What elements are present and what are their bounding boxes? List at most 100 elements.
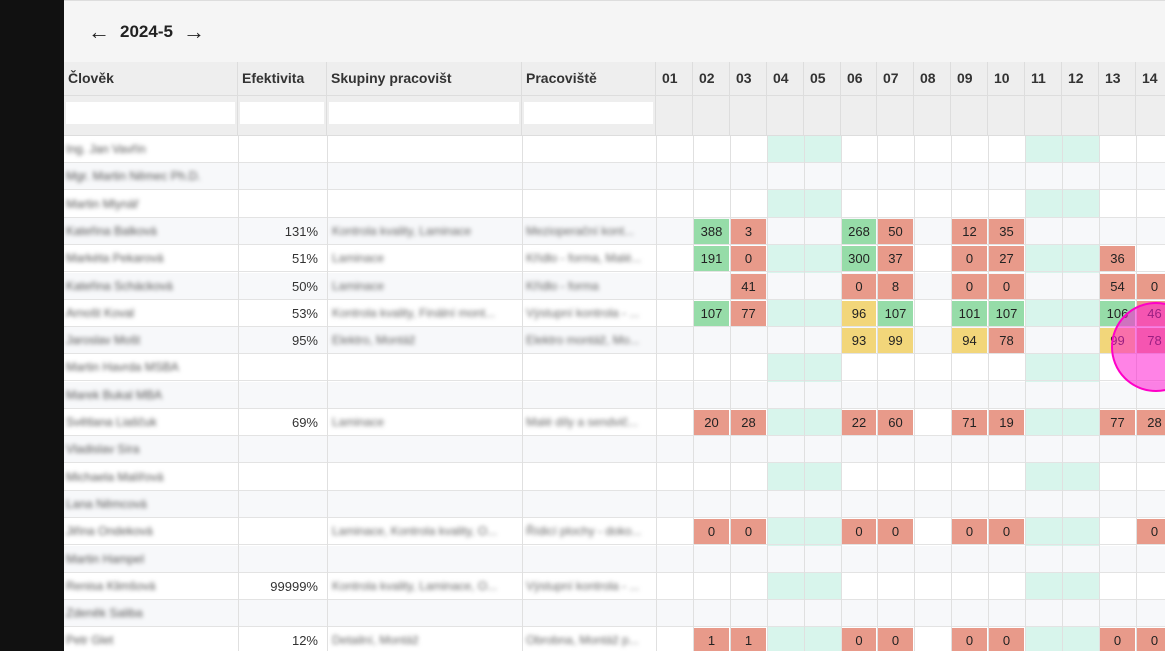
table-row[interactable] — [64, 491, 1165, 518]
day-value-cell[interactable]: 0 — [1137, 519, 1165, 544]
day-value-cell[interactable]: 60 — [878, 410, 913, 435]
filter-cell-day-02 — [693, 96, 730, 136]
day-value-cell[interactable]: 0 — [731, 246, 766, 271]
day-value-cell[interactable]: 41 — [731, 274, 766, 299]
day-value-cell[interactable]: 107 — [989, 301, 1024, 326]
day-value-cell[interactable]: 0 — [989, 628, 1024, 651]
day-value-cell[interactable]: 0 — [989, 274, 1024, 299]
column-header-day-11[interactable]: 11 — [1025, 62, 1062, 96]
day-value-cell[interactable]: 28 — [1137, 410, 1165, 435]
table-row[interactable] — [64, 163, 1165, 190]
day-value-cell[interactable]: 0 — [731, 519, 766, 544]
day-divider — [951, 136, 952, 651]
day-value-cell[interactable]: 19 — [989, 410, 1024, 435]
day-value-cell[interactable]: 0 — [842, 274, 876, 299]
table-row[interactable] — [64, 464, 1165, 491]
day-value-cell[interactable]: 388 — [694, 219, 729, 244]
column-header-day-10[interactable]: 10 — [988, 62, 1025, 96]
day-value-cell[interactable]: 0 — [952, 246, 987, 271]
day-value-cell[interactable]: 0 — [989, 519, 1024, 544]
column-header-groups[interactable]: Skupiny pracovišt — [327, 62, 522, 96]
day-value-cell[interactable]: 8 — [878, 274, 913, 299]
arrow-left-icon[interactable]: ← — [88, 19, 110, 44]
table-row[interactable] — [64, 546, 1165, 573]
day-value-cell[interactable]: 0 — [878, 519, 913, 544]
day-value-cell[interactable]: 37 — [878, 246, 913, 271]
table-row[interactable] — [64, 518, 1165, 545]
column-header-day-06[interactable]: 06 — [841, 62, 877, 96]
column-header-day-09[interactable]: 09 — [951, 62, 988, 96]
day-value-cell[interactable]: 0 — [842, 628, 876, 651]
column-divider — [656, 136, 657, 651]
day-value-cell[interactable]: 96 — [842, 301, 876, 326]
day-value-cell[interactable]: 12 — [952, 219, 987, 244]
table-row[interactable] — [64, 436, 1165, 463]
day-value-cell[interactable]: 0 — [1100, 628, 1135, 651]
person-name: Martin Hampel — [66, 552, 145, 566]
day-value-cell[interactable]: 28 — [731, 410, 766, 435]
day-value-cell[interactable]: 0 — [1137, 628, 1165, 651]
day-value-cell[interactable]: 300 — [842, 246, 876, 271]
day-value-cell[interactable]: 0 — [952, 519, 987, 544]
day-value-cell[interactable]: 0 — [878, 628, 913, 651]
table-row[interactable] — [64, 300, 1165, 327]
filter-input-groups[interactable] — [329, 102, 519, 124]
day-value-cell[interactable]: 50 — [878, 219, 913, 244]
day-value-cell[interactable]: 0 — [952, 628, 987, 651]
day-value-cell[interactable]: 0 — [694, 519, 729, 544]
day-value-cell[interactable]: 35 — [989, 219, 1024, 244]
column-divider — [522, 136, 523, 651]
workstation-groups: Laminace, Kontrola kvality, O... — [332, 524, 498, 538]
day-value-cell[interactable]: 3 — [731, 219, 766, 244]
column-header-day-01[interactable]: 01 — [656, 62, 693, 96]
day-value-cell[interactable]: 1 — [731, 628, 766, 651]
day-value-cell[interactable]: 78 — [989, 328, 1024, 353]
filter-input-efficiency[interactable] — [240, 102, 324, 124]
day-value-cell[interactable]: 93 — [842, 328, 876, 353]
table-row[interactable] — [64, 573, 1165, 600]
table-row[interactable] — [64, 409, 1165, 436]
column-header-day-12[interactable]: 12 — [1062, 62, 1099, 96]
day-value-cell[interactable]: 99 — [878, 328, 913, 353]
column-header-day-05[interactable]: 05 — [804, 62, 841, 96]
column-header-day-13[interactable]: 13 — [1099, 62, 1136, 96]
day-value-cell[interactable]: 20 — [694, 410, 729, 435]
table-row[interactable] — [64, 245, 1165, 272]
day-value-cell[interactable]: 71 — [952, 410, 987, 435]
day-value-cell[interactable]: 0 — [1137, 274, 1165, 299]
day-value-cell[interactable]: 268 — [842, 219, 876, 244]
column-header-day-07[interactable]: 07 — [877, 62, 914, 96]
day-value-cell[interactable]: 36 — [1100, 246, 1135, 271]
efficiency-value: 69% — [291, 415, 318, 430]
column-header-person[interactable]: Člověk — [64, 62, 238, 96]
day-value-cell[interactable]: 101 — [952, 301, 987, 326]
day-value-cell[interactable]: 77 — [731, 301, 766, 326]
day-value-cell[interactable]: 107 — [694, 301, 729, 326]
table-row[interactable] — [64, 136, 1165, 163]
column-header-day-04[interactable]: 04 — [767, 62, 804, 96]
filter-input-person[interactable] — [66, 102, 235, 124]
table-row[interactable] — [64, 354, 1165, 381]
column-header-day-03[interactable]: 03 — [730, 62, 767, 96]
column-header-efficiency[interactable]: Efektivita — [238, 62, 327, 96]
day-value-cell[interactable]: 0 — [842, 519, 876, 544]
day-divider — [988, 136, 989, 651]
day-value-cell[interactable]: 1 — [694, 628, 729, 651]
table-row[interactable] — [64, 382, 1165, 409]
day-value-cell[interactable]: 54 — [1100, 274, 1135, 299]
day-value-cell[interactable]: 191 — [694, 246, 729, 271]
table-row[interactable] — [64, 191, 1165, 218]
column-header-workstation[interactable]: Pracoviště — [522, 62, 656, 96]
arrow-right-icon[interactable]: → — [182, 19, 205, 44]
day-value-cell[interactable]: 77 — [1100, 410, 1135, 435]
column-header-day-02[interactable]: 02 — [693, 62, 730, 96]
day-value-cell[interactable]: 22 — [842, 410, 876, 435]
day-value-cell[interactable]: 0 — [952, 274, 987, 299]
day-value-cell[interactable]: 27 — [989, 246, 1024, 271]
column-header-day-14[interactable]: 14 — [1136, 62, 1165, 96]
column-header-day-08[interactable]: 08 — [914, 62, 951, 96]
table-row[interactable] — [64, 600, 1165, 627]
day-value-cell[interactable]: 94 — [952, 328, 987, 353]
day-value-cell[interactable]: 107 — [878, 301, 913, 326]
filter-input-workstation[interactable] — [524, 102, 653, 124]
